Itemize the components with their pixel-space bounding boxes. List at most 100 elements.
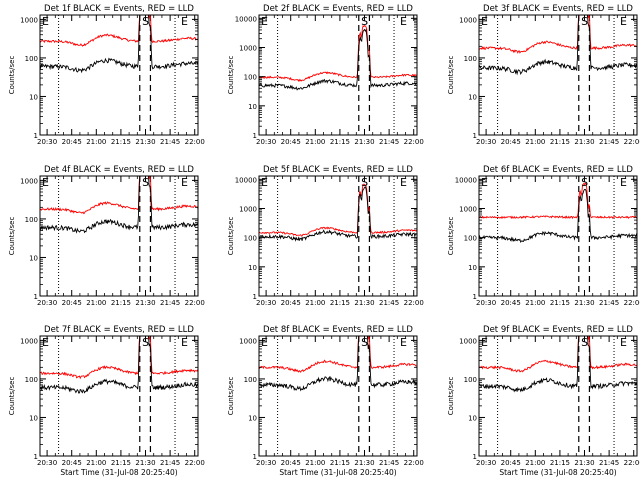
y-tick-label: 100 <box>464 55 477 63</box>
interval-label: E <box>481 336 488 349</box>
panel-title: Det 6f BLACK = Events, RED = LLD <box>483 165 633 175</box>
x-axis-label: Start Time (31-Jul-08 20:25:40) <box>499 468 616 477</box>
lld-series-line <box>40 15 198 47</box>
panel-title: Det 9f BLACK = Events, RED = LLD <box>483 325 633 335</box>
x-tick-label: 22:00 <box>404 138 424 146</box>
y-tick-label: 10000 <box>235 15 257 23</box>
y-axis-label: Counts/sec <box>8 56 16 95</box>
y-tick-label: 1 <box>473 453 477 461</box>
lld-series-line <box>259 25 417 82</box>
interval-label: E <box>42 176 49 189</box>
y-tick-label: 100 <box>464 376 477 384</box>
plot-series-group <box>259 183 417 242</box>
y-tick-label: 1 <box>473 132 477 140</box>
events-series-line <box>40 336 198 394</box>
x-tick-label: 20:45 <box>62 459 82 467</box>
y-axis-label: Counts/sec <box>227 377 235 416</box>
y-tick-label: 100 <box>25 376 38 384</box>
interval-label: S <box>142 176 149 189</box>
x-tick-label: 21:45 <box>379 299 399 307</box>
plot-frame <box>258 175 418 297</box>
y-axis-label: Counts/sec <box>8 217 16 256</box>
x-tick-label: 21:00 <box>86 138 106 146</box>
x-tick-label: 20:45 <box>501 138 521 146</box>
y-tick-label: 10000 <box>235 176 257 184</box>
interval-label: S <box>142 15 149 28</box>
plot-frame <box>258 335 418 457</box>
x-tick-label: 21:15 <box>550 459 570 467</box>
x-tick-label: 21:00 <box>305 138 325 146</box>
interval-label: E <box>481 176 488 189</box>
interval-label: E <box>261 336 268 349</box>
y-tick-label: 10 <box>248 414 257 422</box>
y-tick-label: 1000 <box>459 205 477 213</box>
y-axis-label: Counts/sec <box>447 56 455 95</box>
x-tick-label: 21:15 <box>330 459 350 467</box>
x-tick-label: 22:00 <box>185 299 205 307</box>
plot-frame <box>478 14 638 136</box>
y-tick-label: 1 <box>34 453 38 461</box>
x-tick-label: 22:00 <box>624 138 640 146</box>
y-tick-label: 100 <box>244 235 257 243</box>
y-axis-label: Counts/sec <box>447 217 455 256</box>
x-tick-label: 20:30 <box>256 138 276 146</box>
x-tick-label: 21:15 <box>330 138 350 146</box>
y-tick-label: 1 <box>473 293 477 301</box>
x-tick-label: 21:30 <box>354 138 374 146</box>
y-tick-label: 100 <box>244 376 257 384</box>
y-tick-label: 1000 <box>20 16 38 24</box>
lld-series-line <box>479 15 637 54</box>
plot-frame <box>39 175 199 297</box>
x-tick-label: 21:15 <box>111 459 131 467</box>
plot-frame <box>39 335 199 457</box>
y-tick-label: 1 <box>34 132 38 140</box>
interval-label: E <box>400 336 407 349</box>
y-tick-label: 1 <box>253 453 257 461</box>
x-tick-label: 21:00 <box>305 299 325 307</box>
x-tick-label: 21:00 <box>86 299 106 307</box>
y-tick-label: 1 <box>34 293 38 301</box>
interval-label: E <box>261 15 268 28</box>
x-tick-label: 22:00 <box>404 299 424 307</box>
x-tick-label: 21:15 <box>111 299 131 307</box>
plot-series-group <box>259 25 417 91</box>
x-tick-label: 20:30 <box>256 299 276 307</box>
x-tick-label: 21:30 <box>135 459 155 467</box>
x-tick-label: 21:15 <box>111 138 131 146</box>
plot-frame <box>478 175 638 297</box>
events-series-line <box>259 186 417 242</box>
x-tick-label: 21:30 <box>354 459 374 467</box>
y-tick-label: 1000 <box>20 177 38 185</box>
interval-label: E <box>620 176 627 189</box>
y-axis-label: Counts/sec <box>8 377 16 416</box>
events-series-line <box>259 336 417 392</box>
y-tick-label: 1000 <box>239 337 257 345</box>
interval-label: E <box>181 176 188 189</box>
interval-label: E <box>181 15 188 28</box>
x-tick-label: 21:00 <box>525 459 545 467</box>
x-tick-label: 20:45 <box>501 299 521 307</box>
x-tick-label: 21:45 <box>379 138 399 146</box>
y-tick-label: 100 <box>244 74 257 82</box>
plot-series-group <box>479 182 637 244</box>
lld-series-line <box>40 336 198 380</box>
plot-frame <box>258 14 418 136</box>
x-tick-label: 20:45 <box>281 299 301 307</box>
x-tick-label: 21:45 <box>379 459 399 467</box>
y-tick-label: 10 <box>29 93 38 101</box>
interval-label: E <box>42 336 49 349</box>
x-tick-label: 20:45 <box>281 138 301 146</box>
x-tick-label: 21:30 <box>574 138 594 146</box>
x-tick-label: 21:45 <box>599 299 619 307</box>
x-tick-label: 20:30 <box>476 459 496 467</box>
events-series-line <box>259 28 417 91</box>
y-tick-label: 100 <box>25 216 38 224</box>
events-series-line <box>40 176 198 234</box>
panel-title: Det 1f BLACK = Events, RED = LLD <box>44 4 194 14</box>
